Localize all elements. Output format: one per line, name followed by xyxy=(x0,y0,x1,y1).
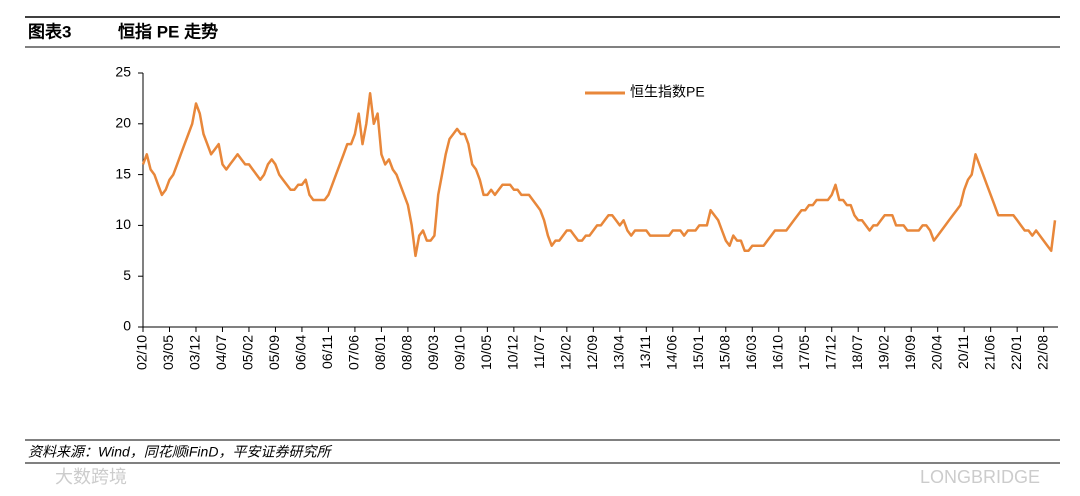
watermark: LONGBRIDGE xyxy=(920,467,1040,487)
x-tick-label: 03/12 xyxy=(187,335,203,370)
x-tick-label: 05/09 xyxy=(266,335,282,370)
x-tick-label: 06/04 xyxy=(293,335,309,370)
x-tick-label: 13/11 xyxy=(637,335,653,369)
x-tick-label: 20/04 xyxy=(928,335,944,370)
x-tick-label: 18/07 xyxy=(849,335,865,370)
x-tick-label: 03/05 xyxy=(160,335,176,370)
x-tick-label: 12/09 xyxy=(584,335,600,370)
x-tick-label: 08/08 xyxy=(399,335,415,370)
figure-title: 恒指 PE 走势 xyxy=(118,21,218,41)
source-note: 资料来源：Wind，同花顺iFinD，平安证券研究所 xyxy=(28,444,332,460)
x-tick-label: 07/06 xyxy=(346,335,362,370)
x-tick-label: 04/07 xyxy=(213,335,229,370)
x-tick-label: 19/02 xyxy=(875,335,891,370)
x-tick-label: 02/10 xyxy=(134,335,150,370)
x-tick-label: 06/11 xyxy=(319,335,335,369)
x-tick-label: 14/06 xyxy=(663,335,679,370)
x-tick-label: 16/03 xyxy=(743,335,759,370)
figure-label: 图表3 xyxy=(28,21,71,41)
x-tick-label: 11/07 xyxy=(531,335,547,369)
x-tick-label: 16/10 xyxy=(769,335,785,370)
watermark: 大数跨境 xyxy=(55,467,127,487)
x-tick-label: 09/03 xyxy=(425,335,441,370)
y-tick-label: 25 xyxy=(115,64,131,80)
x-tick-label: 10/12 xyxy=(505,335,521,370)
x-tick-label: 09/10 xyxy=(452,335,468,370)
y-tick-label: 0 xyxy=(123,318,131,334)
x-tick-label: 21/06 xyxy=(981,335,997,370)
y-tick-label: 15 xyxy=(115,165,131,181)
legend-label: 恒生指数PE xyxy=(630,84,705,100)
x-tick-label: 15/08 xyxy=(716,335,732,370)
x-tick-label: 15/01 xyxy=(690,335,706,370)
x-tick-label: 22/08 xyxy=(1034,335,1050,370)
x-tick-label: 08/01 xyxy=(372,335,388,370)
x-tick-label: 20/11 xyxy=(955,335,971,369)
y-tick-label: 5 xyxy=(123,267,131,283)
x-tick-label: 19/09 xyxy=(902,335,918,370)
x-tick-label: 22/01 xyxy=(1008,335,1024,370)
y-tick-label: 10 xyxy=(115,216,131,232)
y-tick-label: 20 xyxy=(115,115,131,131)
x-tick-label: 13/04 xyxy=(611,335,627,370)
x-tick-label: 17/12 xyxy=(822,335,838,370)
x-tick-label: 05/02 xyxy=(240,335,256,370)
x-tick-label: 10/05 xyxy=(478,335,494,370)
x-tick-label: 12/02 xyxy=(558,335,574,370)
series-line xyxy=(141,92,1057,258)
x-tick-label: 17/05 xyxy=(796,335,812,370)
